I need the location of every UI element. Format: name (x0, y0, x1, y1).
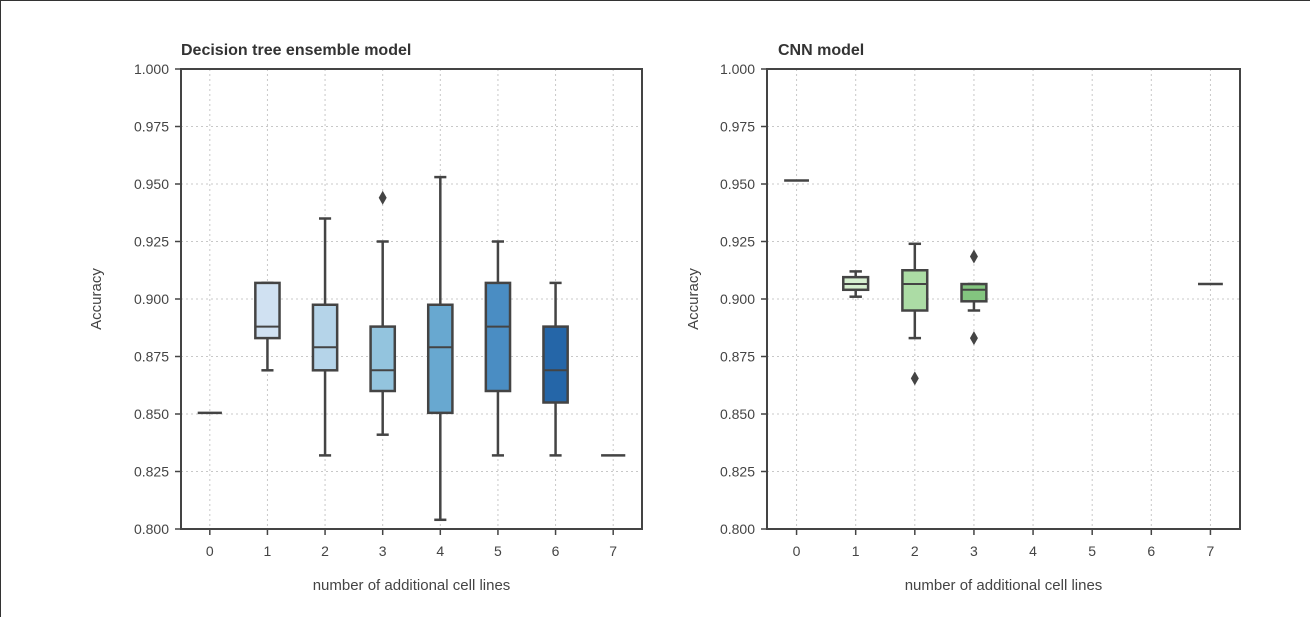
y-tick-label: 0.850 (720, 406, 755, 422)
x-tick-label: 3 (970, 543, 978, 559)
y-tick-label: 0.800 (720, 521, 755, 537)
x-axis-label: number of additional cell lines (313, 577, 511, 594)
box-plot-2 (901, 242, 929, 386)
x-tick-label: 6 (552, 543, 560, 559)
box-iqr (369, 325, 397, 393)
box-iqr (542, 325, 569, 404)
x-axis-label: number of additional cell lines (905, 577, 1103, 594)
x-tick-label: 2 (321, 543, 329, 559)
y-tick-label: 1.000 (720, 61, 755, 77)
y-axis-label: Accuracy (88, 268, 105, 330)
y-tick-label: 0.850 (134, 406, 169, 422)
x-tick-label: 4 (1029, 543, 1037, 559)
box-plot-3 (369, 190, 397, 436)
y-tick-label: 0.800 (134, 521, 169, 537)
box-iqr (484, 281, 512, 393)
x-tick-label: 7 (1207, 543, 1215, 559)
box-plot-1 (842, 270, 870, 298)
x-tick-label: 0 (793, 543, 801, 559)
x-tick-label: 3 (379, 543, 387, 559)
y-tick-label: 0.875 (720, 349, 755, 365)
x-tick-label: 7 (609, 543, 617, 559)
y-tick-label: 0.825 (134, 464, 169, 480)
y-axis-label: Accuracy (685, 268, 702, 330)
y-tick-label: 0.900 (134, 291, 169, 307)
x-tick-label: 1 (852, 543, 860, 559)
box-iqr (426, 303, 454, 415)
y-tick-label: 0.875 (134, 349, 169, 365)
box-plot-3 (960, 249, 988, 346)
box-plot-2 (311, 217, 339, 457)
y-tick-label: 0.925 (134, 234, 169, 250)
y-tick-label: 1.000 (134, 61, 169, 77)
box-iqr (960, 282, 988, 303)
x-tick-label: 6 (1147, 543, 1155, 559)
box-plot-1 (254, 281, 281, 372)
y-tick-label: 0.825 (720, 464, 755, 480)
box-iqr (254, 281, 281, 340)
box-iqr (901, 269, 929, 312)
outlier-marker (910, 371, 919, 386)
outlier-marker (969, 331, 978, 346)
y-tick-label: 0.900 (720, 291, 755, 307)
box-plot-5 (484, 240, 512, 457)
x-tick-label: 0 (206, 543, 214, 559)
chart-title: CNN model (778, 42, 864, 59)
y-tick-label: 0.950 (134, 176, 169, 192)
x-tick-label: 2 (911, 543, 919, 559)
outlier-marker (969, 249, 978, 264)
y-tick-label: 0.925 (720, 234, 755, 250)
y-tick-label: 0.975 (134, 119, 169, 135)
chart-panel-1: 0.800 0.825 0.850 0.875 0.900 0.925 0.950 0.975… (88, 42, 643, 594)
x-tick-label: 5 (1088, 543, 1096, 559)
box-iqr (311, 303, 339, 372)
x-tick-label: 5 (494, 543, 502, 559)
x-tick-label: 4 (436, 543, 444, 559)
box-plot-6 (542, 281, 569, 457)
chart-panel-2: 0.800 0.825 0.850 0.875 0.900 0.925 0.950 0.975… (685, 42, 1241, 594)
y-tick-label: 0.975 (720, 119, 755, 135)
outlier-marker (378, 190, 387, 205)
box-plot-4 (426, 175, 454, 522)
y-tick-label: 0.950 (720, 176, 755, 192)
x-tick-label: 1 (264, 543, 272, 559)
chart-title: Decision tree ensemble model (181, 42, 411, 59)
